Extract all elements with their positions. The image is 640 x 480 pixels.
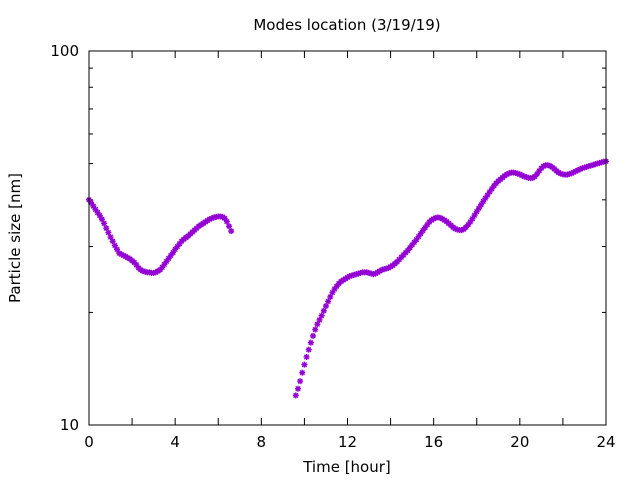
x-tick-label: 12 (338, 433, 357, 451)
y-tick-labels: 10 100 (50, 42, 79, 434)
x-tick-label: 20 (510, 433, 529, 451)
data-point (223, 218, 230, 225)
data-point (325, 298, 332, 305)
data-point (480, 198, 487, 205)
data-point (318, 312, 325, 319)
x-tick-label: 16 (424, 433, 443, 451)
data-point (297, 378, 304, 385)
x-tick-labels: 0 4 8 12 16 20 24 (84, 433, 615, 451)
data-point (292, 392, 299, 399)
data-point (299, 369, 306, 376)
axis-ticks (88, 51, 607, 426)
x-tick-label: 0 (84, 433, 94, 451)
data-point (303, 353, 310, 360)
data-point (322, 303, 329, 310)
data-point (305, 346, 312, 353)
data-point (312, 326, 319, 333)
data-point (310, 332, 317, 339)
data-point (226, 223, 233, 230)
data-point (294, 385, 301, 392)
data-point (163, 258, 170, 265)
chart-title: Modes location (3/19/19) (253, 16, 440, 34)
data-point (320, 307, 327, 314)
x-tick-label: 4 (170, 433, 180, 451)
data-point (307, 339, 314, 346)
data-point (228, 228, 235, 235)
data-point (415, 233, 422, 240)
y-axis-label: Particle size [nm] (6, 173, 24, 303)
x-axis-label: Time [hour] (302, 458, 391, 476)
y-tick-label: 100 (50, 42, 79, 60)
data-point (301, 361, 308, 368)
data-point (105, 229, 112, 236)
data-points (86, 158, 609, 399)
data-point (484, 192, 491, 199)
x-tick-label: 24 (596, 433, 615, 451)
plot-frame (88, 50, 607, 426)
data-point (101, 220, 108, 227)
x-tick-label: 8 (257, 433, 267, 451)
y-tick-label: 10 (60, 416, 79, 434)
